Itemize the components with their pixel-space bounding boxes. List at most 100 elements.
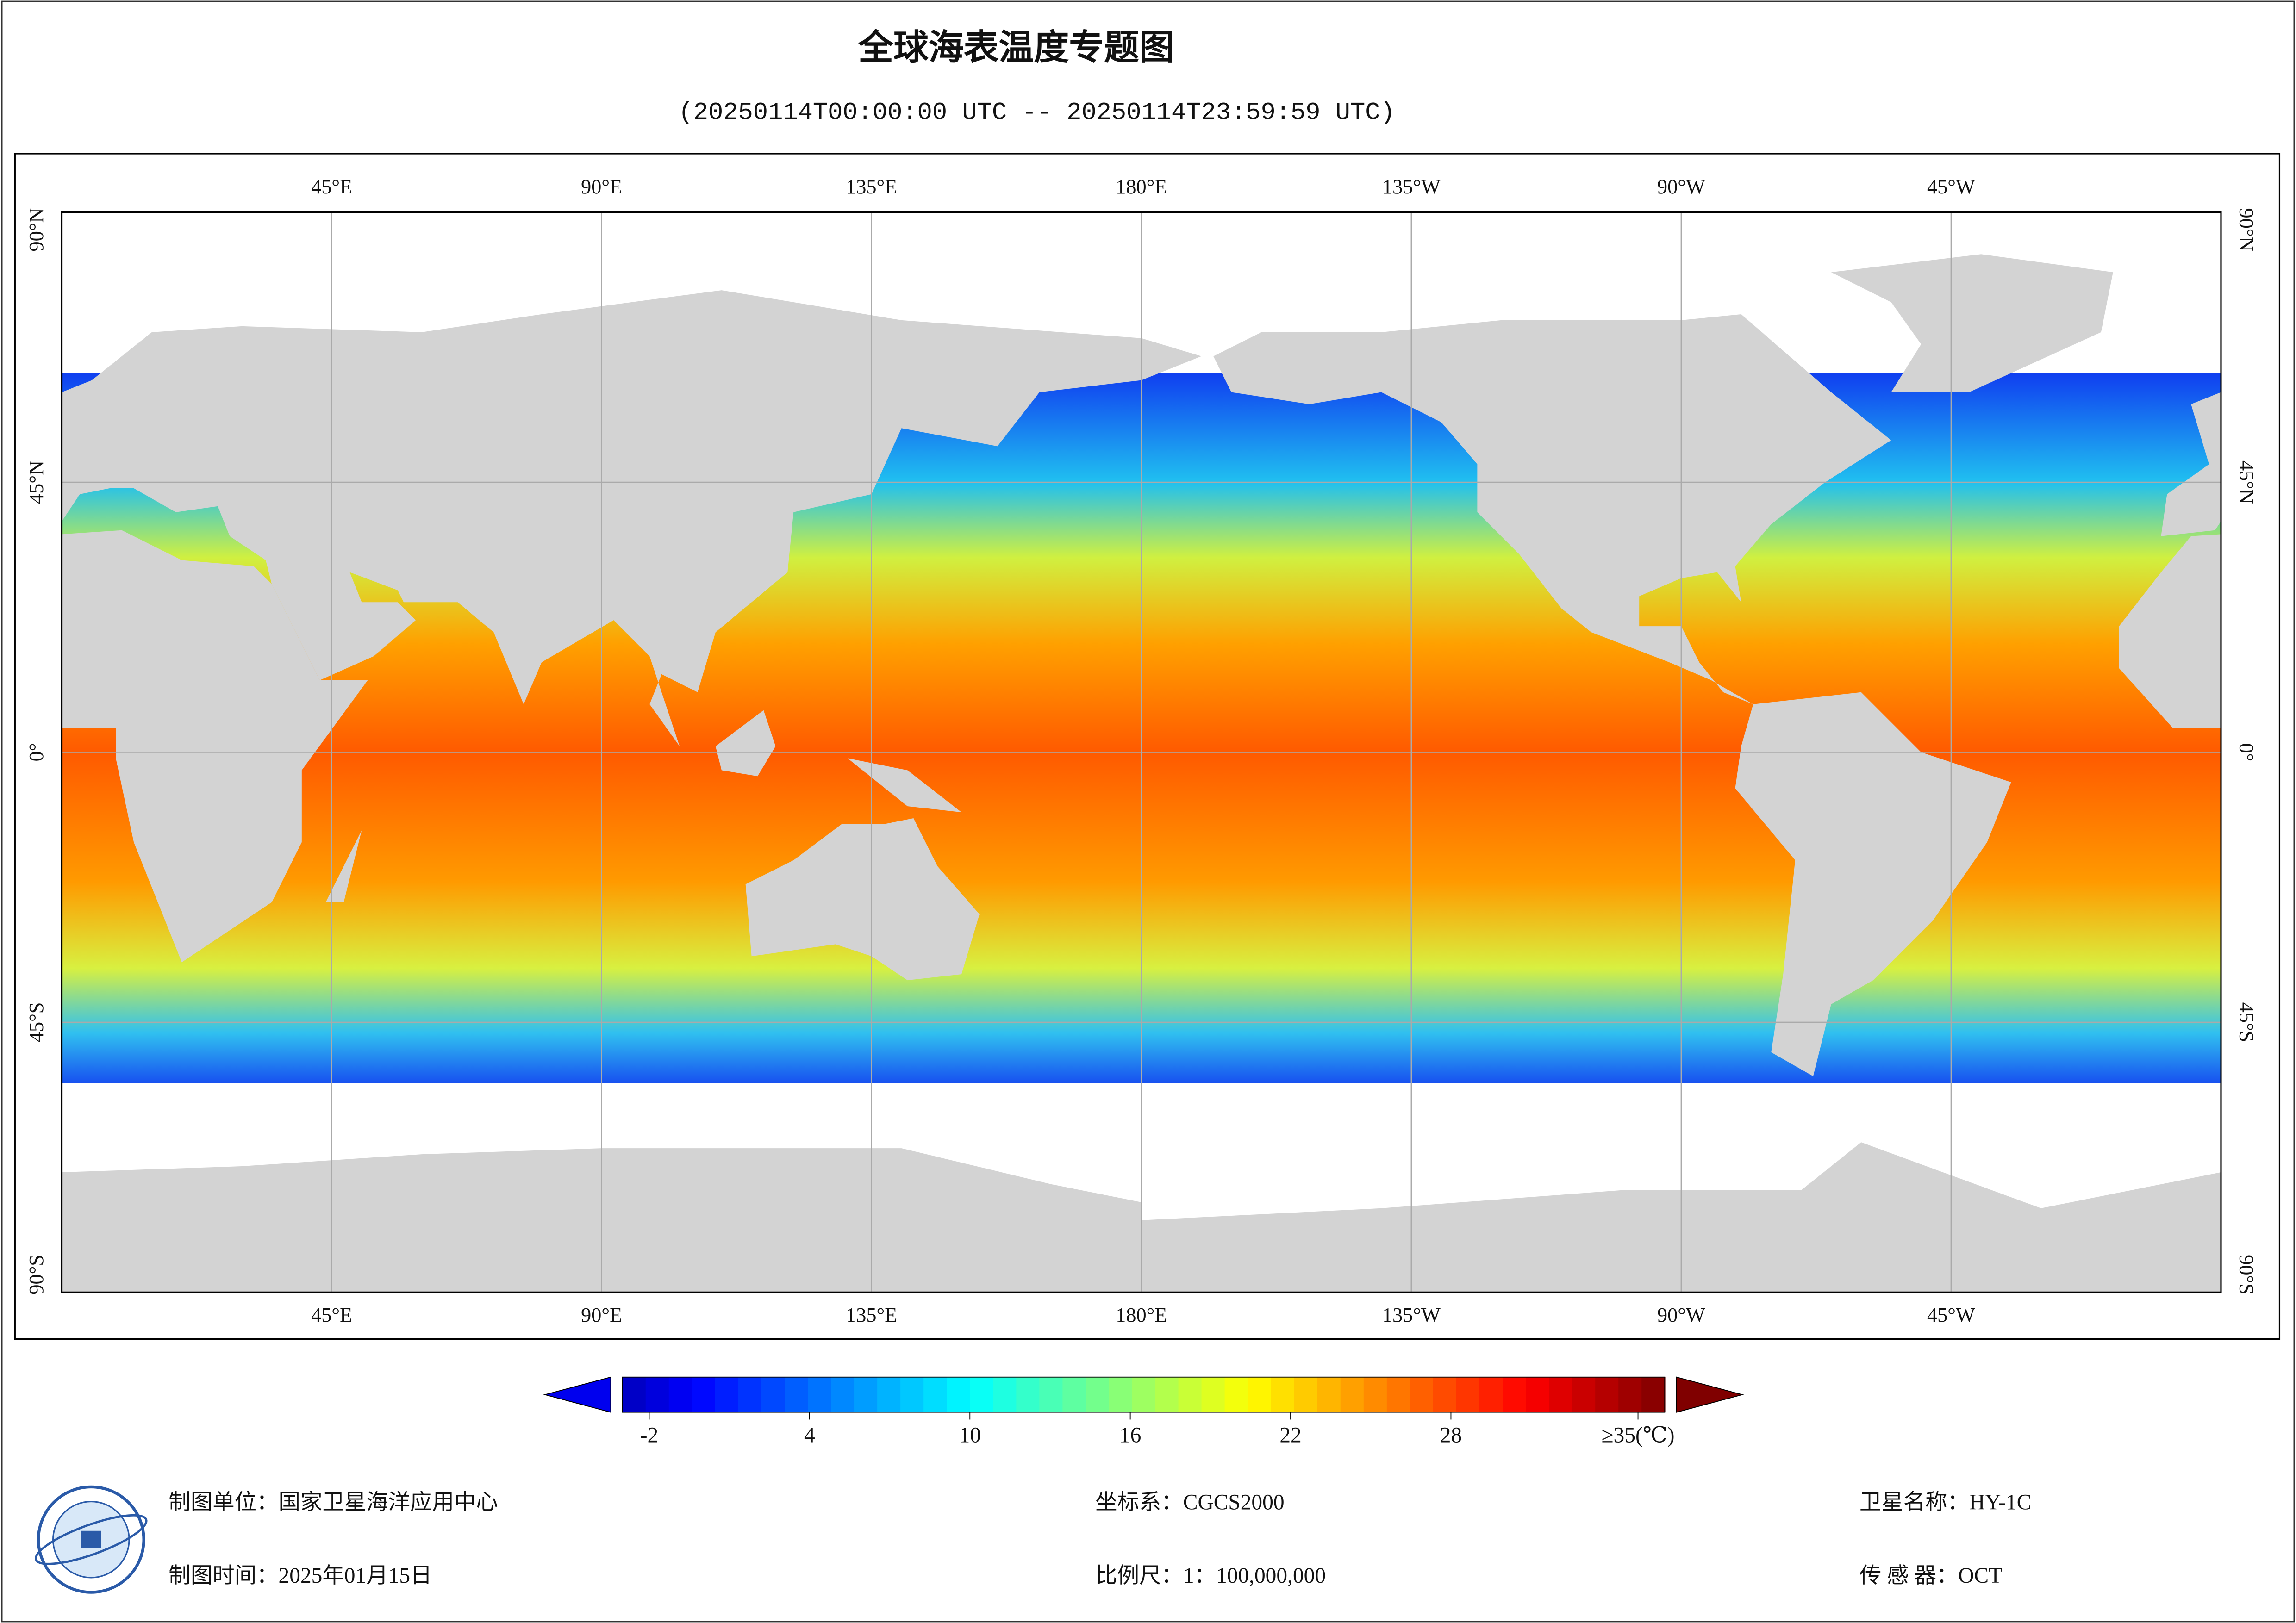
lon-label-bottom: 90°E: [581, 1304, 622, 1326]
colorbar-step: [1132, 1377, 1156, 1412]
lon-label-bottom: 180°E: [1116, 1304, 1167, 1326]
colorbar-step: [738, 1377, 762, 1412]
colorbar-step: [1224, 1377, 1248, 1412]
colorbar-step: [1363, 1377, 1388, 1412]
colorbar-step: [854, 1377, 878, 1412]
lon-label-bottom: 45°E: [311, 1304, 352, 1326]
lat-label-left: 90°N: [25, 208, 48, 252]
colorbar-step: [1572, 1377, 1596, 1412]
map-title: 全球海表温度专题图: [858, 27, 1174, 68]
colorbar-step: [1155, 1377, 1179, 1412]
colorbar-step: [1433, 1377, 1457, 1412]
producer: 制图单位：国家卫星海洋应用中心: [168, 1491, 498, 1515]
colorbar-step: [993, 1377, 1017, 1412]
colorbar-step: [1410, 1377, 1434, 1412]
logo: [35, 1485, 148, 1594]
colorbar-step: [645, 1377, 670, 1412]
colorbar-step: [1086, 1377, 1110, 1412]
colorbar-step: [715, 1377, 739, 1412]
lon-label-top: 180°E: [1116, 175, 1167, 198]
colorbar-tick-label: 16: [1119, 1423, 1141, 1447]
lat-label-right: 45°S: [2235, 1002, 2258, 1043]
colorbar-border: [622, 1376, 1666, 1413]
land: [2161, 392, 2221, 536]
colorbar-tick-label: -2: [640, 1423, 659, 1447]
satellite: 卫星名称：HY-1C: [1859, 1491, 2031, 1515]
lat-label-right: 45°N: [2235, 460, 2258, 504]
lat-label-left: 90°S: [25, 1255, 48, 1295]
colorbar-step: [1294, 1377, 1318, 1412]
colorbar-step: [761, 1377, 786, 1412]
lat-label-left: 45°N: [25, 460, 48, 504]
lon-label-top: 135°W: [1382, 175, 1441, 198]
colorbar-tick-label: 10: [959, 1423, 981, 1447]
lat-label-right: 90°S: [2235, 1255, 2258, 1295]
colorbar-step: [1526, 1377, 1550, 1412]
colorbar-step: [1549, 1377, 1573, 1412]
land: [62, 290, 1202, 746]
colorbar-step: [1062, 1377, 1086, 1412]
colorbar-step: [923, 1377, 948, 1412]
lat-label-right: 0°: [2235, 743, 2258, 762]
colorbar-step: [808, 1377, 832, 1412]
colorbar-step: [900, 1377, 924, 1412]
land: [745, 818, 980, 981]
colorbar-step: [877, 1377, 901, 1412]
colorbar-tick-label: 22: [1279, 1423, 1301, 1447]
colorbar-step: [1456, 1377, 1480, 1412]
lat-label-left: 45°S: [25, 1002, 48, 1043]
colorbar-under: [543, 1376, 611, 1413]
colorbar-step: [622, 1377, 647, 1412]
colorbar-tick-label: 4: [804, 1423, 815, 1447]
lat-label-left: 0°: [25, 743, 48, 762]
colorbar-step: [1618, 1377, 1642, 1412]
lon-label-bottom: 135°W: [1382, 1304, 1441, 1326]
colorbar-step: [1016, 1377, 1040, 1412]
colorbar-step: [1595, 1377, 1619, 1412]
colorbar-step: [1201, 1377, 1225, 1412]
colorbar-step: [1248, 1377, 1272, 1412]
land: [715, 710, 776, 777]
lon-label-bottom: 90°W: [1657, 1304, 1705, 1326]
lon-label-top: 45°W: [1927, 175, 1975, 198]
lon-label-top: 90°E: [581, 175, 622, 198]
map-area: [62, 212, 2221, 1293]
colorbar: -2 4 10 16 22 28 ≥35(℃): [543, 1376, 1744, 1447]
sensor: 传 感 器：OCT: [1859, 1564, 2002, 1588]
map-subtitle: (20250114T00:00:00 UTC -- 20250114T23:59…: [679, 99, 1395, 127]
colorbar-step: [1178, 1377, 1202, 1412]
colorbar-step: [831, 1377, 855, 1412]
land: [62, 530, 368, 963]
land: [1831, 254, 2113, 392]
colorbar-tick-label: ≥35(℃): [1602, 1423, 1675, 1447]
lon-label-top: 135°E: [846, 175, 897, 198]
colorbar-step: [1386, 1377, 1411, 1412]
lon-label-bottom: 135°E: [846, 1304, 897, 1326]
colorbar-over: [1676, 1376, 1744, 1413]
land: [1735, 692, 2011, 1076]
colorbar-step: [1039, 1377, 1063, 1412]
lon-label-top: 45°E: [311, 175, 352, 198]
colorbar-step: [1340, 1377, 1365, 1412]
colorbar-step: [1109, 1377, 1133, 1412]
colorbar-step: [1641, 1377, 1666, 1412]
lon-label-bottom: 45°W: [1927, 1304, 1975, 1326]
colorbar-step: [784, 1377, 809, 1412]
lat-label-right: 90°N: [2235, 208, 2258, 252]
land: [1213, 314, 1891, 704]
map-scale: 比例尺：1：100,000,000: [1095, 1564, 1326, 1588]
colorbar-tick-label: 28: [1440, 1423, 1462, 1447]
land: [2119, 534, 2221, 728]
colorbar-step: [947, 1377, 971, 1412]
colorbar-step: [1503, 1377, 1527, 1412]
colorbar-step: [970, 1377, 994, 1412]
colorbar-step: [1479, 1377, 1504, 1412]
map-border: [61, 211, 2222, 1293]
lon-label-top: 90°W: [1657, 175, 1705, 198]
colorbar-step: [692, 1377, 716, 1412]
crs: 坐标系：CGCS2000: [1095, 1491, 1284, 1515]
colorbar-step: [1317, 1377, 1341, 1412]
colorbar-step: [1271, 1377, 1295, 1412]
map-date: 制图时间：2025年01月15日: [168, 1564, 432, 1588]
